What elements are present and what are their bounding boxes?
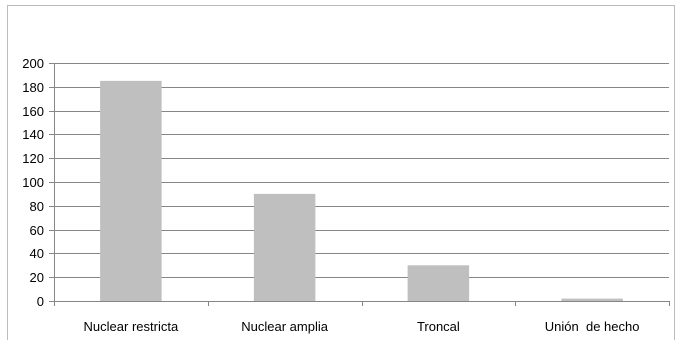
y-tick-label: 100: [22, 175, 44, 190]
y-tick-label: 140: [22, 127, 44, 142]
x-tick-labels: Nuclear restricta Nuclear amplia Troncal Un…: [84, 319, 640, 334]
bar: [100, 80, 162, 301]
y-tick-labels: 0 20 40 60 80 100 120 140 160 180 200: [22, 56, 44, 309]
y-tick-label: 60: [30, 223, 44, 238]
y-tick-label: 40: [30, 246, 44, 261]
y-tick-label: 160: [22, 104, 44, 119]
bar: [561, 298, 623, 301]
y-tick-label: 80: [30, 199, 44, 214]
y-tick-label: 0: [37, 294, 44, 309]
x-tick-label: Troncal: [417, 319, 460, 334]
y-tick-label: 120: [22, 151, 44, 166]
y-tick-label: 200: [22, 56, 44, 71]
x-tick-label: Nuclear amplia: [241, 319, 328, 334]
bars: [100, 80, 623, 301]
y-tick-label: 20: [30, 270, 44, 285]
bar: [253, 193, 316, 301]
bar: [407, 265, 470, 301]
x-tick-label: Nuclear restricta: [84, 319, 179, 334]
y-tick-label: 180: [22, 80, 44, 95]
axes: [49, 63, 670, 306]
x-tick-label: Unión de hecho: [545, 319, 640, 334]
chart-frame: [7, 5, 675, 340]
